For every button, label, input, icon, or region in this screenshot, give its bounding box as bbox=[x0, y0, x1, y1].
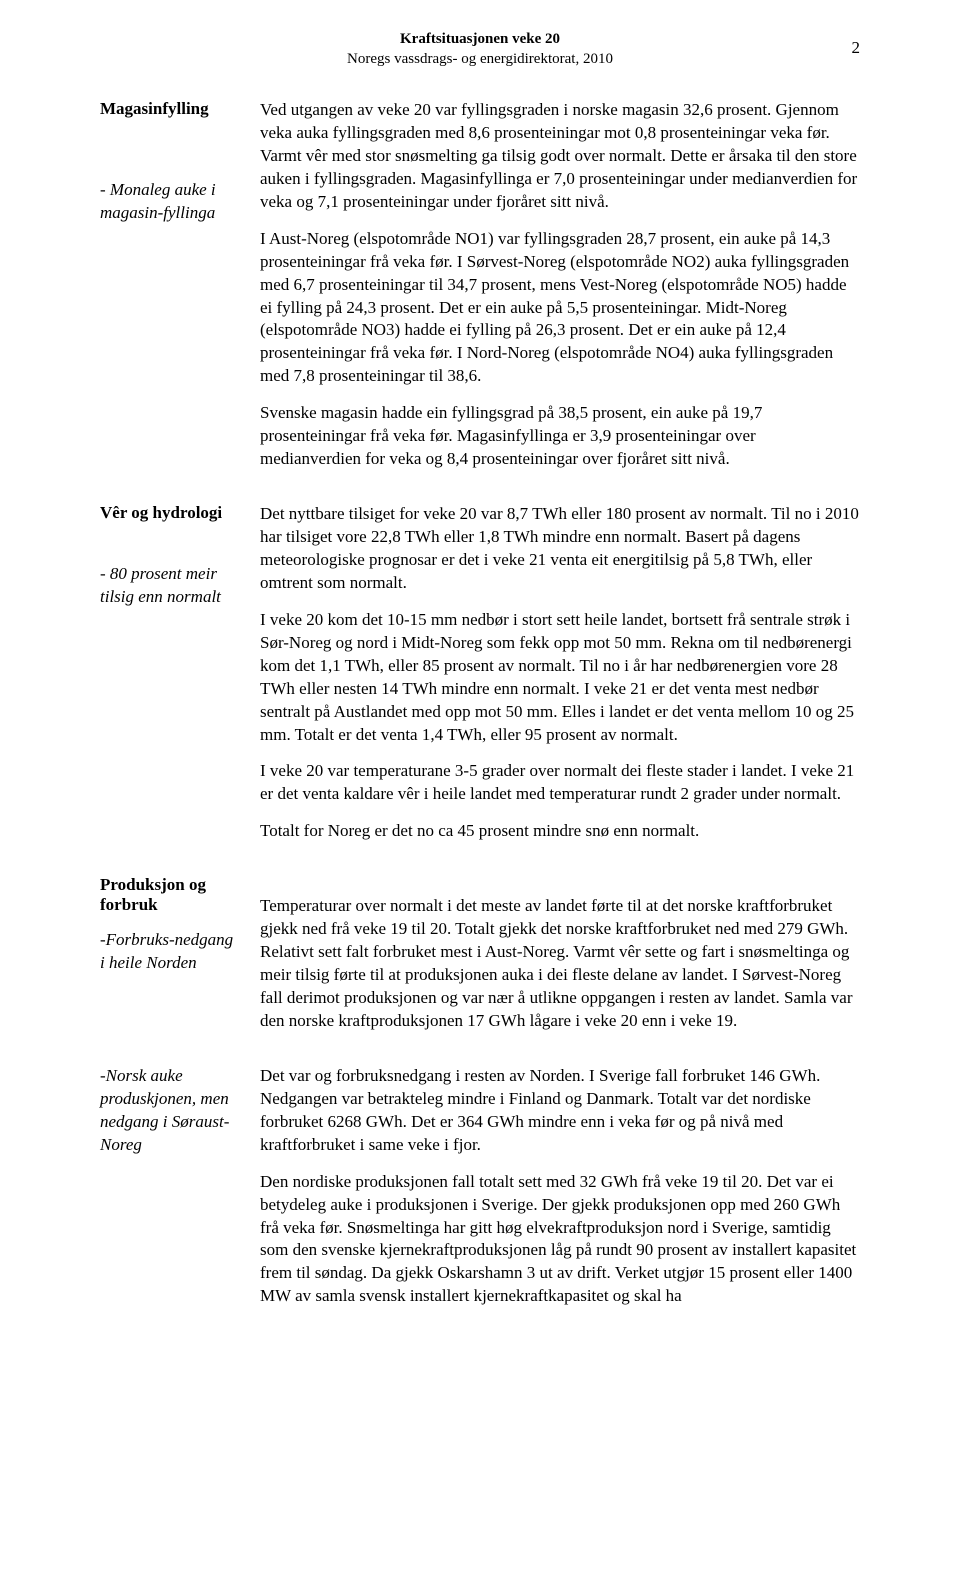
prod-p2: Det var og forbruksnedgang i resten av N… bbox=[260, 1065, 860, 1157]
section-prod-2: -Norsk auke produskjonen, men nedgang i … bbox=[100, 1065, 860, 1322]
ver-p4: Totalt for Noreg er det no ca 45 prosent… bbox=[260, 820, 860, 843]
magasin-p3: Svenske magasin hadde ein fyllingsgrad p… bbox=[260, 402, 860, 471]
right-col-prod-1: Temperaturar over normalt i det meste av… bbox=[260, 875, 860, 1047]
prod-p3: Den nordiske produksjonen fall totalt se… bbox=[260, 1171, 860, 1309]
section-ver: Vêr og hydrologi - 80 prosent meir tilsi… bbox=[100, 503, 860, 857]
right-col-ver: Det nyttbare tilsiget for veke 20 var 8,… bbox=[260, 503, 860, 857]
header-subtitle: Noregs vassdrags- og energidirektorat, 2… bbox=[347, 51, 613, 67]
ver-sub: - 80 prosent meir tilsig enn normalt bbox=[100, 563, 240, 609]
left-col-prod-2: -Norsk auke produskjonen, men nedgang i … bbox=[100, 1065, 260, 1157]
prod-title: Produksjon og forbruk bbox=[100, 875, 240, 915]
section-prod-1: Produksjon og forbruk -Forbruks-nedgang … bbox=[100, 875, 860, 1047]
ver-p2: I veke 20 kom det 10-15 mm nedbør i stor… bbox=[260, 609, 860, 747]
prod-sub1: -Forbruks-nedgang i heile Norden bbox=[100, 929, 240, 975]
prod-sub2: -Norsk auke produskjonen, men nedgang i … bbox=[100, 1065, 240, 1157]
header-title: Kraftsituasjonen veke 20 bbox=[400, 31, 560, 47]
ver-p3: I veke 20 var temperaturane 3-5 grader o… bbox=[260, 760, 860, 806]
magasin-p2: I Aust-Noreg (elspotområde NO1) var fyll… bbox=[260, 228, 860, 389]
page-number: 2 bbox=[852, 38, 861, 58]
left-col-prod-1: Produksjon og forbruk -Forbruks-nedgang … bbox=[100, 875, 260, 975]
magasin-title: Magasinfylling bbox=[100, 99, 240, 119]
ver-p1: Det nyttbare tilsiget for veke 20 var 8,… bbox=[260, 503, 860, 595]
prod-p1: Temperaturar over normalt i det meste av… bbox=[260, 895, 860, 1033]
right-col-magasin: Ved utgangen av veke 20 var fyllingsgrad… bbox=[260, 99, 860, 485]
left-col-ver: Vêr og hydrologi - 80 prosent meir tilsi… bbox=[100, 503, 260, 609]
magasin-p1: Ved utgangen av veke 20 var fyllingsgrad… bbox=[260, 99, 860, 214]
ver-title: Vêr og hydrologi bbox=[100, 503, 240, 523]
section-magasin: Magasinfylling - Monaleg auke i magasin-… bbox=[100, 99, 860, 485]
magasin-sub: - Monaleg auke i magasin-fyllinga bbox=[100, 179, 240, 225]
left-col-magasin: Magasinfylling - Monaleg auke i magasin-… bbox=[100, 99, 260, 225]
page: 2 Kraftsituasjonen veke 20 Noregs vassdr… bbox=[0, 0, 960, 1370]
page-header: Kraftsituasjonen veke 20 Noregs vassdrag… bbox=[100, 30, 860, 69]
right-col-prod-2: Det var og forbruksnedgang i resten av N… bbox=[260, 1065, 860, 1322]
